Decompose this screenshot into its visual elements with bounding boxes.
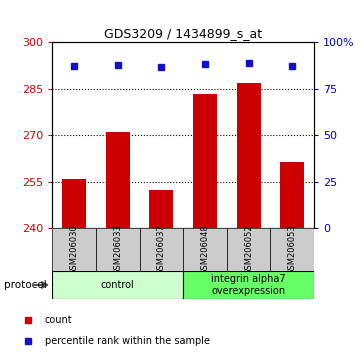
Bar	[270, 228, 314, 271]
Text: GSM206037: GSM206037	[157, 224, 166, 275]
Text: control: control	[101, 280, 135, 290]
Bar	[52, 271, 183, 299]
Text: protocol: protocol	[4, 280, 46, 290]
Text: count: count	[45, 315, 72, 325]
Text: GSM206033: GSM206033	[113, 224, 122, 275]
Text: GSM206053: GSM206053	[288, 224, 297, 275]
Text: percentile rank within the sample: percentile rank within the sample	[45, 336, 210, 346]
Bar	[183, 228, 227, 271]
Bar	[106, 132, 130, 228]
Bar	[237, 83, 261, 228]
Text: integrin alpha7
overexpression: integrin alpha7 overexpression	[211, 274, 286, 296]
Bar	[62, 179, 86, 228]
Bar	[193, 93, 217, 228]
Text: GSM206052: GSM206052	[244, 224, 253, 275]
Text: GSM206048: GSM206048	[200, 224, 209, 275]
Title: GDS3209 / 1434899_s_at: GDS3209 / 1434899_s_at	[104, 27, 262, 40]
Bar	[96, 228, 140, 271]
Bar	[149, 190, 173, 228]
Bar	[52, 228, 96, 271]
Bar	[183, 271, 314, 299]
Bar	[140, 228, 183, 271]
Bar	[227, 228, 270, 271]
Text: GSM206030: GSM206030	[70, 224, 79, 275]
Bar	[280, 162, 304, 228]
